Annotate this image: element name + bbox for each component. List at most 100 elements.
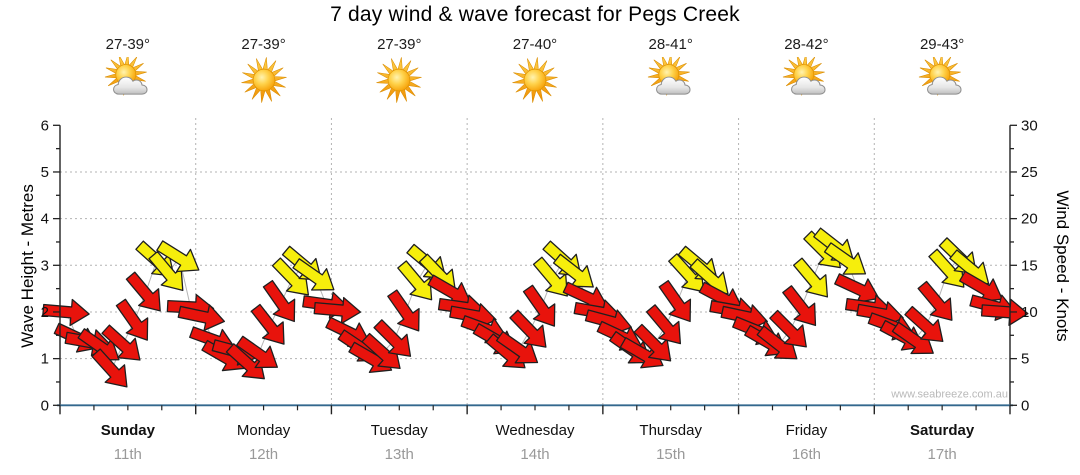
left-axis-tick-label: 5 [41, 164, 49, 181]
day-name-label: Saturday [910, 422, 975, 439]
day-name-label: Monday [236, 422, 291, 439]
right-axis-label: Wind Speed - Knots [1053, 190, 1072, 342]
watermark: www.seabreeze.com.au [890, 388, 1008, 400]
temperature-range: 28-41° [648, 36, 693, 53]
partly-cloudy-icon [104, 53, 148, 96]
sun-icon [512, 57, 558, 103]
temperature-range: 27-39° [241, 36, 286, 53]
day-header: 28-42° [739, 36, 875, 122]
day-date-label: 14th [520, 446, 550, 463]
wind-arrow [522, 284, 556, 327]
weather-icon-wrap [374, 57, 424, 103]
wind-arrow [373, 319, 412, 357]
right-axis-tick-label: 5 [1021, 351, 1029, 368]
left-axis-tick-label: 3 [41, 257, 49, 274]
wind-arrow [397, 260, 433, 301]
page-title: 7 day wind & wave forecast for Pegs Cree… [330, 3, 740, 26]
day-name-label: Sunday [100, 422, 155, 439]
left-axis-tick-label: 0 [41, 397, 49, 414]
sun-disc [388, 68, 411, 92]
day-name-label: Wednesday [495, 422, 575, 439]
cloud-shape [927, 76, 962, 95]
wind-arrow [509, 309, 547, 348]
left-axis-tick-label: 1 [41, 351, 49, 368]
day-name-label: Friday [785, 422, 828, 439]
day-name-label: Thursday [639, 422, 702, 439]
wind-arrow [125, 271, 161, 312]
wind-arrow [823, 242, 867, 275]
wind-arrow [532, 256, 568, 297]
right-axis-tick-label: 20 [1021, 211, 1038, 228]
wind-arrow [769, 309, 807, 348]
sun-icon [376, 57, 422, 103]
wind-arrow [917, 280, 953, 321]
wind-arrow [292, 258, 335, 291]
right-axis-tick-label: 10 [1021, 304, 1038, 321]
cloud-shape [112, 76, 148, 95]
wind-arrow [658, 279, 692, 323]
wind-arrow [235, 335, 278, 369]
wind-arrow [262, 279, 296, 323]
weather-icon-wrap [103, 53, 153, 103]
wind-arrow [42, 298, 90, 327]
day-header: 29-43° [874, 36, 1010, 122]
temperature-range: 29-43° [919, 36, 965, 53]
sun-icon [240, 57, 287, 103]
wind-arrow [619, 337, 664, 369]
day-date-label: 17th [927, 446, 957, 463]
wind-arrow [115, 298, 149, 341]
weather-icon-wrap [510, 57, 560, 103]
temperature-range: 27-39° [105, 36, 151, 53]
wind-arrow [148, 250, 184, 292]
weather-icon-wrap [917, 53, 967, 103]
wind-arrow [387, 289, 420, 332]
left-axis-label: Wave Height - Metres [18, 184, 37, 348]
wind-arrow [177, 304, 226, 332]
left-axis-tick-label: 4 [41, 211, 49, 228]
wind-arrow [633, 323, 672, 362]
wind-arrow [313, 296, 362, 325]
temperature-range: 27-39° [377, 36, 422, 53]
day-name-label: Tuesday [370, 422, 428, 439]
day-date-label: 11th [113, 446, 142, 463]
temperature-range: 27-40° [512, 36, 558, 53]
day-header: 28-41° [603, 36, 739, 122]
left-axis-tick-label: 2 [41, 304, 49, 321]
wind-arrow [645, 304, 682, 345]
cloud-shape [655, 76, 691, 95]
right-axis-tick-label: 30 [1021, 117, 1038, 134]
cloud-shape [791, 76, 826, 95]
day-header: 27-40° [467, 36, 603, 122]
sun-disc [523, 68, 547, 92]
right-axis-tick-label: 0 [1021, 397, 1029, 414]
day-date-label: 13th [384, 446, 414, 463]
weather-icon-wrap [781, 53, 831, 103]
day-date-label: 15th [656, 446, 686, 463]
left-axis-tick-label: 6 [41, 117, 49, 134]
wind-arrow [156, 240, 200, 273]
right-axis-tick-label: 15 [1021, 257, 1038, 274]
weather-icon-wrap [239, 57, 289, 103]
partly-cloudy-icon [919, 53, 962, 96]
wind-arrow [668, 253, 705, 293]
wind-arrow [495, 330, 539, 364]
day-header: 27-39° [60, 36, 196, 122]
wind-arrow [904, 305, 944, 343]
wind-arrow [101, 324, 141, 361]
day-date-label: 12th [248, 446, 279, 463]
temperature-range: 28-42° [784, 36, 829, 53]
wind-arrow [834, 273, 880, 304]
day-date-label: 16th [791, 446, 822, 463]
weather-icon-wrap [646, 53, 696, 103]
sun-disc [252, 68, 275, 92]
wind-arrow [91, 348, 128, 388]
wind-arrow [225, 343, 265, 380]
wind-arrow [552, 253, 594, 288]
partly-cloudy-icon [647, 53, 691, 96]
partly-cloudy-icon [783, 53, 826, 96]
wind-arrow [782, 285, 817, 327]
wind-arrow [250, 303, 285, 345]
wind-arrow [792, 257, 829, 298]
